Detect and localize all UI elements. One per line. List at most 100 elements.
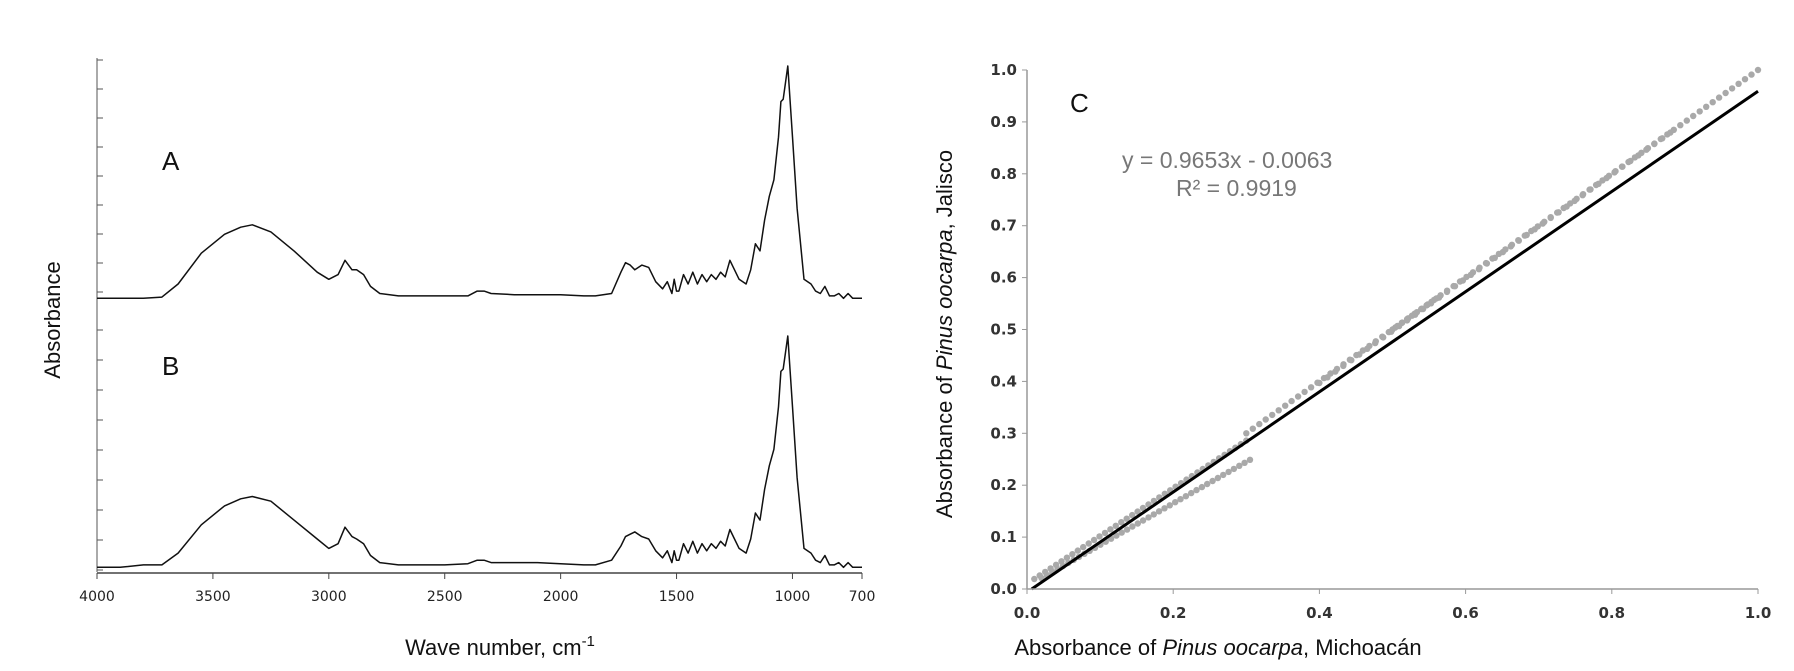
scatter-point [1728, 85, 1736, 92]
scatter-point [1523, 231, 1530, 239]
scatter-point [1150, 511, 1158, 518]
scatter-point [1107, 526, 1114, 533]
scatter-y-tick-label: 1.0 [990, 61, 1017, 79]
scatter-axes: 0.0 0.2 0.4 0.6 0.8 1.0 0.0 0.1 0.2 0.3 0.4 0.5 0.6 0… [990, 61, 1771, 622]
scatter-point [1301, 388, 1308, 396]
scatter-x-axis-title: Absorbance of Pinus oocarpa, Michoacán [1014, 635, 1421, 660]
scatter-y-title-prefix: Absorbance of [932, 370, 957, 518]
ftir-y-axis [96, 58, 103, 572]
scatter-point [1134, 520, 1142, 527]
scatter-point [1316, 379, 1323, 387]
scatter-point [1134, 508, 1141, 515]
scatter-point [1483, 260, 1491, 267]
scatter-point [1129, 511, 1136, 519]
scatter-y-tick-label: 0.7 [990, 217, 1017, 235]
scatter-point [1433, 295, 1440, 302]
scatter-point [1531, 226, 1538, 233]
scatter-y-tick-label: 0.4 [990, 372, 1017, 390]
scatter-point [1372, 339, 1379, 347]
scatter-point [1220, 471, 1227, 479]
scatter-x-title-suffix: , Michoacán [1303, 635, 1422, 660]
ftir-x-tick-label: 4000 [79, 589, 115, 605]
scatter-point [1324, 374, 1331, 381]
scatter-point [1236, 462, 1243, 469]
scatter-point [1209, 477, 1216, 485]
scatter-point [1161, 505, 1168, 512]
scatter-point [1166, 502, 1174, 509]
scatter-y-axis-title: Absorbance of Pinus oocarpa, Jalisco [932, 150, 957, 518]
ftir-x-axis-title-main: Wave number, cm [405, 635, 581, 660]
scatter-point [1563, 203, 1570, 210]
scatter-point [1193, 486, 1200, 494]
scatter-point [1413, 309, 1421, 316]
scatter-point [1619, 163, 1626, 170]
scatter-point [1403, 315, 1411, 323]
scatter-point [1443, 288, 1451, 296]
scatter-point [1282, 402, 1289, 409]
scatter-point [1031, 575, 1038, 583]
scatter-point [1123, 526, 1131, 533]
scatter-point [1188, 489, 1195, 497]
scatter-point [1595, 180, 1602, 187]
scatter-point [1275, 407, 1282, 414]
scatter-point [1715, 94, 1723, 101]
scatter-point [1677, 122, 1684, 129]
scatter-point [1539, 220, 1546, 227]
scatter-point [1683, 117, 1691, 124]
scatter-point [1225, 468, 1232, 476]
scatter-point [1139, 517, 1147, 524]
ftir-series-group [97, 65, 862, 569]
scatter-point [1627, 157, 1634, 165]
scatter-y-tick-label: 0.5 [990, 321, 1017, 339]
scatter-point [1112, 522, 1120, 529]
scatter-point [1241, 459, 1248, 466]
trendline [1030, 90, 1759, 591]
scatter-point [1063, 554, 1071, 561]
scatter-x-tick-label: 0.2 [1160, 604, 1187, 622]
scatter-point [1635, 152, 1642, 159]
scatter-point [1129, 523, 1136, 530]
series-label-b: B [162, 351, 179, 381]
scatter-point [1080, 543, 1087, 551]
ftir-x-tick-label: 1000 [775, 589, 811, 605]
scatter-x-title-italic: Pinus oocarpa [1162, 635, 1303, 660]
scatter-point [1547, 214, 1554, 222]
trendline-equation: y = 0.9653x - 0.0063 [1122, 147, 1332, 173]
scatter-point [1294, 393, 1302, 400]
ftir-x-tick-label: 2500 [427, 589, 463, 605]
scatter-point [1722, 89, 1729, 97]
scatter-point [1515, 237, 1523, 244]
scatter-x-title-prefix: Absorbance of [1014, 635, 1162, 660]
scatter-point [1690, 112, 1697, 120]
scatter-point [1459, 277, 1467, 284]
scatter-point [1428, 298, 1435, 305]
scatter-y-tick-label: 0.8 [990, 165, 1017, 183]
scatter-x-tick-label: 0.4 [1306, 604, 1333, 622]
scatter-point [1499, 248, 1507, 256]
scatter-point [1418, 305, 1425, 312]
scatter-point [1243, 430, 1250, 437]
scatter-point [1399, 319, 1406, 326]
scatter-point [1172, 499, 1179, 506]
ftir-x-axis: 4000 3500 3000 2500 2000 1500 1000 700 [79, 572, 876, 605]
ftir-x-tick-label: 3000 [311, 589, 347, 605]
scatter-point [1198, 483, 1206, 491]
scatter-point [1587, 186, 1594, 193]
scatter-point [1389, 326, 1396, 333]
ftir-x-tick-label: 700 [849, 589, 876, 605]
scatter-point [1074, 547, 1082, 554]
scatter-point [1491, 254, 1499, 261]
scatter-y-title-suffix: , Jalisco [932, 150, 957, 229]
scatter-point [1356, 351, 1363, 358]
scatter-y-tick-label: 0.0 [990, 580, 1017, 598]
scatter-point [1741, 76, 1749, 83]
scatter-point [1423, 302, 1430, 309]
scatter-point [1348, 357, 1355, 364]
scatter-point [1659, 135, 1666, 142]
scatter-point [1475, 266, 1483, 273]
scatter-point [1214, 474, 1222, 482]
correlation-panel: 0.0 0.2 0.4 0.6 0.8 1.0 0.0 0.1 0.2 0.3 0.4 0.5 0.6 0… [932, 61, 1771, 660]
panel-label-c: C [1070, 88, 1089, 118]
scatter-point [1603, 174, 1610, 182]
